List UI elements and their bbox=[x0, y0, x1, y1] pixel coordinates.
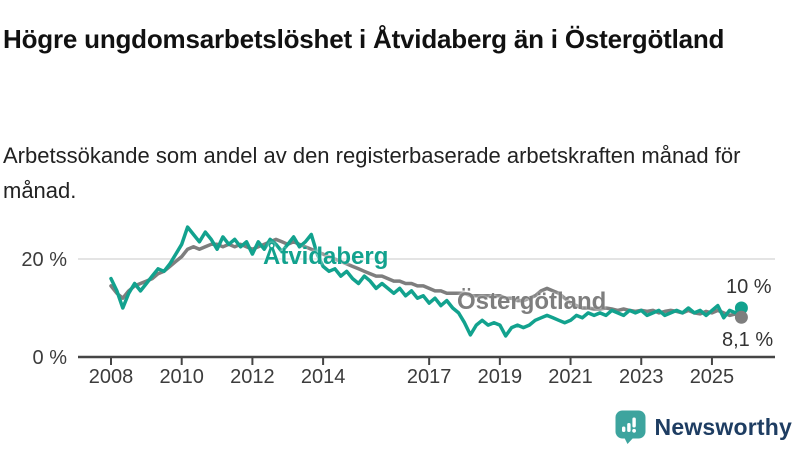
chart-subtitle: Arbetssökande som andel av den registerb… bbox=[3, 143, 741, 204]
end-dot-ostergotland bbox=[734, 310, 748, 324]
x-tick-label: 2025 bbox=[689, 366, 735, 388]
x-tick-label: 2014 bbox=[300, 366, 346, 388]
y-tick-label-0: 0 % bbox=[32, 347, 67, 369]
page-title: Högre ungdomsarbetslöshet i Åtvidaberg ä… bbox=[3, 24, 725, 55]
end-value-label-ostergotland: 8,1 % bbox=[722, 329, 774, 351]
series-line-atvidaberg bbox=[109, 225, 744, 338]
x-axis-ticks bbox=[110, 357, 713, 365]
x-tick-label: 2019 bbox=[477, 366, 523, 388]
series-line-ostergotland bbox=[109, 237, 744, 320]
x-tick-label: 2010 bbox=[159, 366, 204, 388]
series-label-atvidaberg: Åtvidaberg bbox=[263, 243, 389, 270]
bar-chart-speech-bubble-icon bbox=[615, 410, 646, 444]
newsworthy-logo-text: Newsworthy bbox=[654, 413, 792, 440]
x-tick-label: 2012 bbox=[230, 366, 275, 388]
newsworthy-logo: Newsworthy bbox=[615, 409, 792, 445]
y-tick-label-20: 20 % bbox=[21, 249, 67, 271]
x-tick-label: 2021 bbox=[548, 366, 593, 388]
series-label-ostergotland: Östergötland bbox=[457, 288, 607, 315]
x-tick-label: 2017 bbox=[406, 366, 452, 388]
x-tick-label: 2023 bbox=[619, 366, 664, 388]
end-value-label-atvidaberg: 10 % bbox=[726, 276, 772, 298]
x-tick-label: 2008 bbox=[88, 366, 134, 388]
end-dot-atvidaberg bbox=[734, 301, 748, 315]
